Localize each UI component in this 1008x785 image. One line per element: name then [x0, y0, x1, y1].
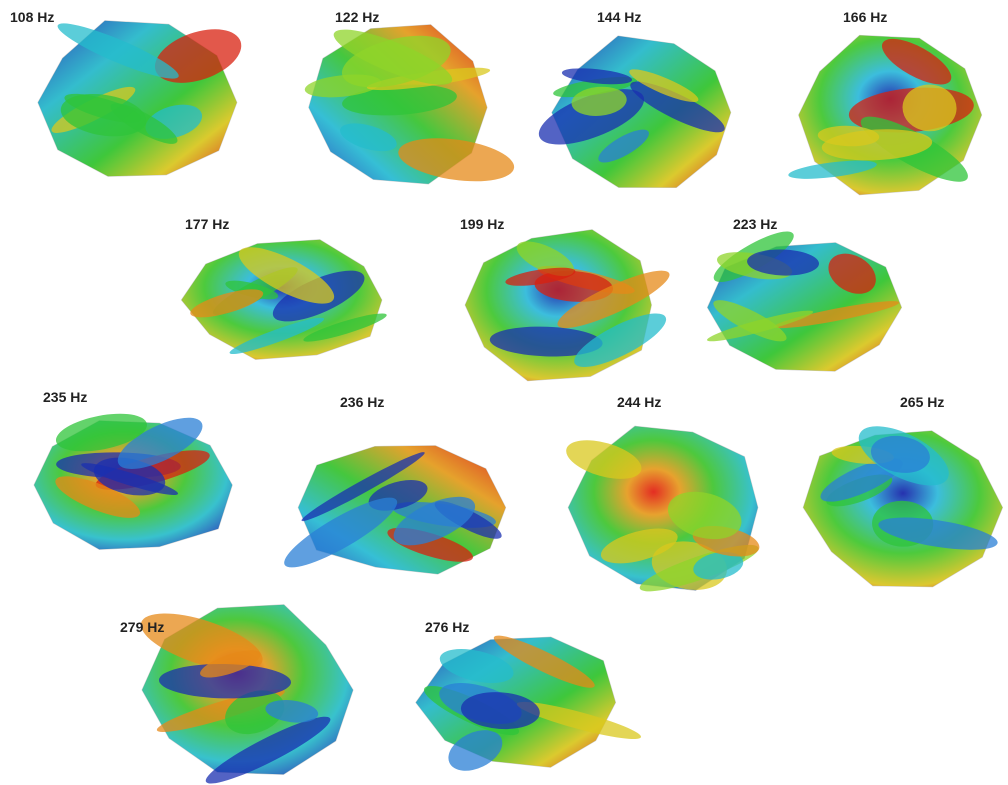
mode-shape — [562, 426, 762, 599]
mode-shape — [135, 602, 353, 785]
figure: 108 Hz 122 Hz 144 Hz 166 Hz 177 Hz 199 Hz 223 … — [0, 0, 1008, 785]
mode-shape — [787, 30, 981, 195]
mode-label: 236 Hz — [340, 394, 384, 410]
mode-shape — [182, 237, 389, 360]
mode-shape — [416, 628, 643, 779]
mode-label: 122 Hz — [335, 9, 379, 25]
mode-shape — [277, 446, 506, 578]
mode-label: 276 Hz — [425, 619, 469, 635]
mode-shape — [304, 19, 517, 187]
mode-shape — [705, 223, 901, 371]
mode-label: 244 Hz — [617, 394, 661, 410]
mode-shape — [465, 230, 675, 381]
mode-shape — [803, 414, 1002, 587]
mode-label: 223 Hz — [733, 216, 777, 232]
mode-label: 177 Hz — [185, 216, 229, 232]
mode-shape — [38, 15, 248, 176]
mode-label: 235 Hz — [43, 389, 87, 405]
mode-label: 144 Hz — [597, 9, 641, 25]
mode-shape — [34, 407, 232, 549]
mode-label: 166 Hz — [843, 9, 887, 25]
mode-label: 108 Hz — [10, 9, 54, 25]
mode-shape — [532, 36, 731, 188]
mode-label: 199 Hz — [460, 216, 504, 232]
mode-label: 265 Hz — [900, 394, 944, 410]
mode-label: 279 Hz — [120, 619, 164, 635]
